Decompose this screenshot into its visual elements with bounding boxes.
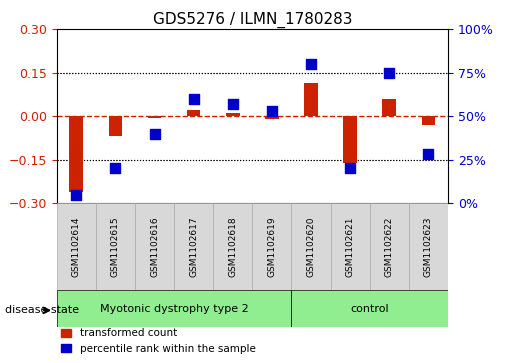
Bar — [70, 116, 83, 192]
FancyBboxPatch shape — [96, 203, 135, 290]
FancyBboxPatch shape — [252, 203, 291, 290]
Bar — [265, 116, 279, 119]
Bar — [304, 83, 318, 116]
Bar — [148, 116, 161, 118]
Bar — [383, 99, 396, 116]
Bar — [344, 116, 357, 163]
Bar — [226, 113, 239, 116]
Bar — [109, 116, 122, 136]
FancyBboxPatch shape — [57, 203, 96, 290]
Point — [385, 70, 393, 76]
Text: GSM1102617: GSM1102617 — [189, 216, 198, 277]
FancyBboxPatch shape — [291, 290, 448, 327]
FancyBboxPatch shape — [135, 203, 174, 290]
Point — [307, 61, 315, 67]
Text: GSM1102619: GSM1102619 — [267, 216, 277, 277]
Point — [268, 108, 276, 114]
Text: GSM1102622: GSM1102622 — [385, 216, 394, 277]
Text: GSM1102614: GSM1102614 — [72, 216, 81, 277]
FancyBboxPatch shape — [291, 203, 331, 290]
FancyBboxPatch shape — [409, 203, 448, 290]
Point — [190, 96, 198, 102]
Bar — [187, 110, 200, 116]
Bar — [422, 116, 435, 125]
Point — [346, 166, 354, 171]
FancyBboxPatch shape — [213, 203, 252, 290]
Title: GDS5276 / ILMN_1780283: GDS5276 / ILMN_1780283 — [152, 12, 352, 28]
Text: GSM1102618: GSM1102618 — [228, 216, 237, 277]
Text: GSM1102620: GSM1102620 — [306, 216, 316, 277]
FancyBboxPatch shape — [57, 290, 291, 327]
Point — [111, 166, 119, 171]
Text: control: control — [351, 303, 389, 314]
FancyBboxPatch shape — [331, 203, 370, 290]
FancyBboxPatch shape — [174, 203, 213, 290]
Point — [424, 152, 433, 158]
Text: GSM1102621: GSM1102621 — [346, 216, 355, 277]
FancyBboxPatch shape — [370, 203, 409, 290]
Text: disease state: disease state — [5, 305, 79, 315]
Text: GSM1102615: GSM1102615 — [111, 216, 120, 277]
Point — [150, 131, 159, 136]
Point — [72, 192, 80, 197]
Text: GSM1102616: GSM1102616 — [150, 216, 159, 277]
Text: Myotonic dystrophy type 2: Myotonic dystrophy type 2 — [100, 303, 248, 314]
Text: GSM1102623: GSM1102623 — [424, 216, 433, 277]
Point — [229, 101, 237, 107]
Legend: transformed count, percentile rank within the sample: transformed count, percentile rank withi… — [57, 324, 260, 358]
